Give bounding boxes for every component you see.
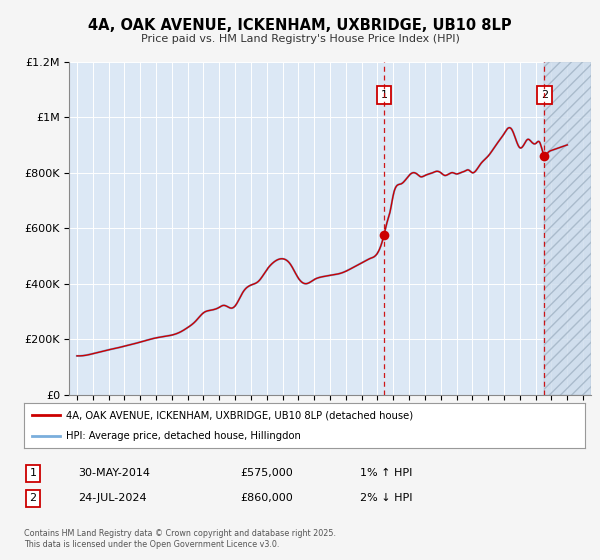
Text: HPI: Average price, detached house, Hillingdon: HPI: Average price, detached house, Hill… [66,431,301,441]
Text: 1% ↑ HPI: 1% ↑ HPI [360,468,412,478]
Text: 1: 1 [29,468,37,478]
Text: 30-MAY-2014: 30-MAY-2014 [78,468,150,478]
Text: Contains HM Land Registry data © Crown copyright and database right 2025.: Contains HM Land Registry data © Crown c… [24,529,336,538]
Bar [544,62,591,395]
Text: 2% ↓ HPI: 2% ↓ HPI [360,493,413,503]
Text: Price paid vs. HM Land Registry's House Price Index (HPI): Price paid vs. HM Land Registry's House … [140,34,460,44]
Text: 2: 2 [29,493,37,503]
Text: 24-JUL-2024: 24-JUL-2024 [78,493,146,503]
Text: £575,000: £575,000 [240,468,293,478]
Text: 4A, OAK AVENUE, ICKENHAM, UXBRIDGE, UB10 8LP: 4A, OAK AVENUE, ICKENHAM, UXBRIDGE, UB10… [88,18,512,33]
Text: 1: 1 [380,90,388,100]
Text: 2: 2 [541,90,548,100]
Text: 4A, OAK AVENUE, ICKENHAM, UXBRIDGE, UB10 8LP (detached house): 4A, OAK AVENUE, ICKENHAM, UXBRIDGE, UB10… [66,410,413,421]
Text: £860,000: £860,000 [240,493,293,503]
Text: This data is licensed under the Open Government Licence v3.0.: This data is licensed under the Open Gov… [24,540,280,549]
Bar [544,62,591,395]
